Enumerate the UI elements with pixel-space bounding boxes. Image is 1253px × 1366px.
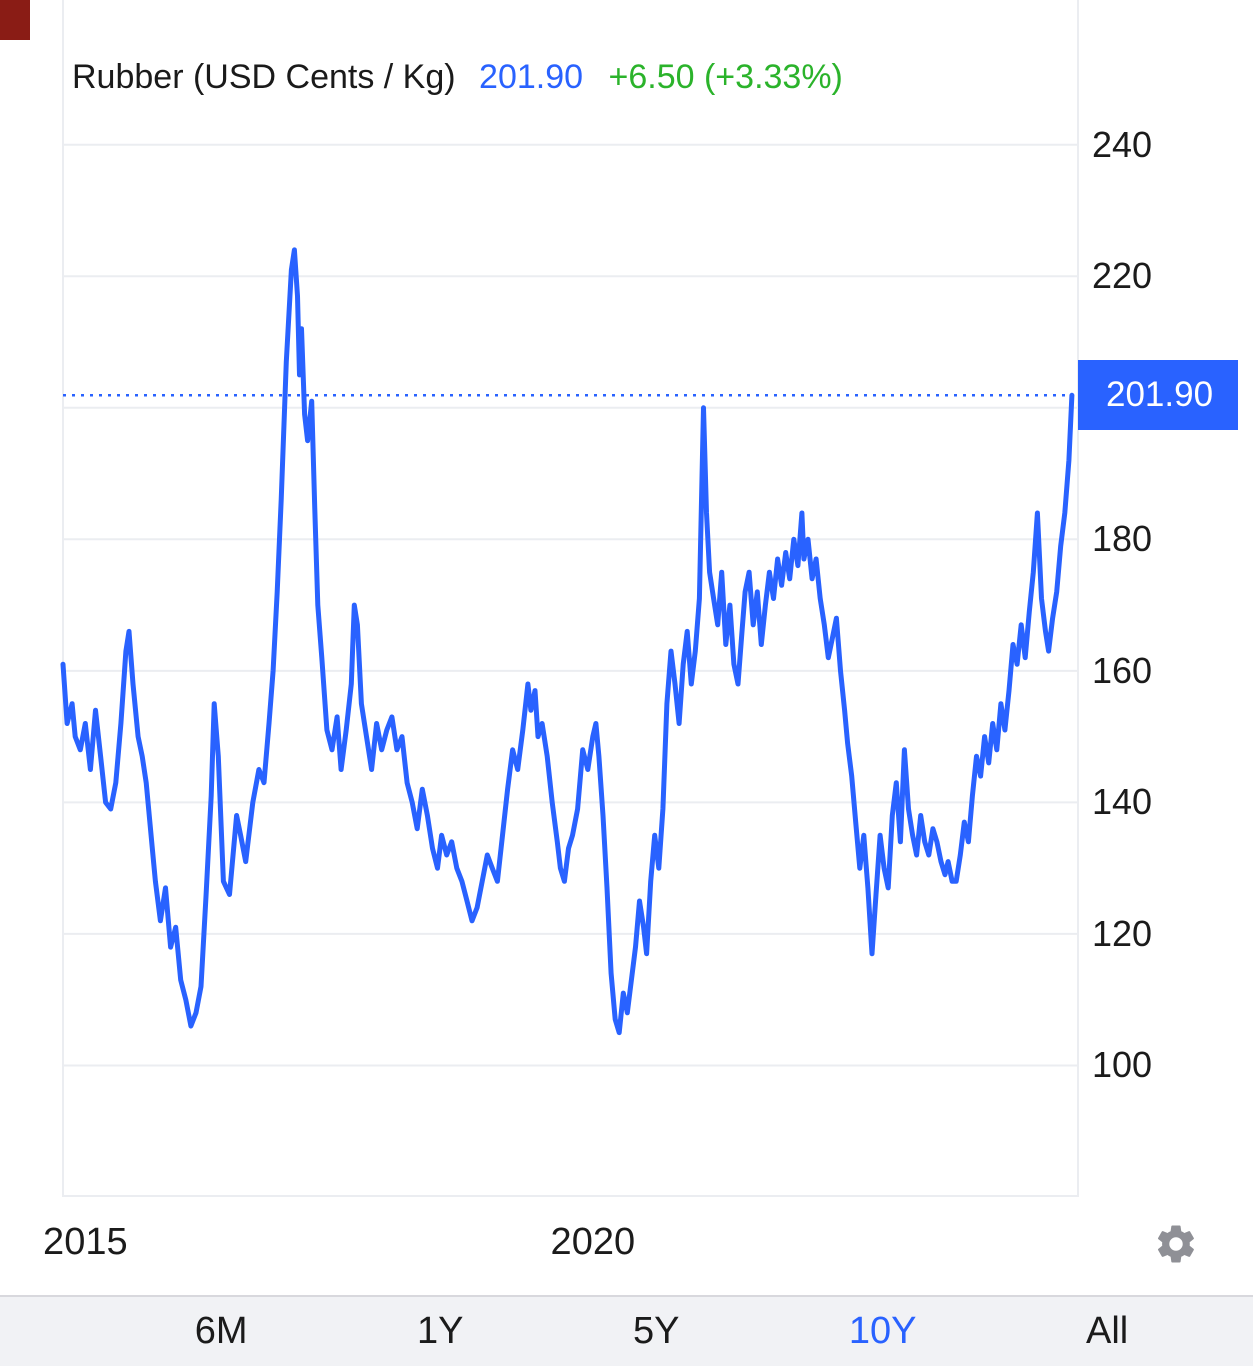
x-axis-label-2020: 2020 [550, 1221, 636, 1263]
y-axis-label-120: 120 [1092, 912, 1153, 954]
range-button-10y[interactable]: 10Y [848, 1310, 917, 1352]
price-chart[interactable]: Rubber (USD Cents / Kg) 201.90 +6.50 (+3… [0, 0, 1253, 1197]
instrument-name: Rubber (USD Cents / Kg) [72, 58, 456, 96]
chart-plot[interactable] [0, 0, 1253, 1197]
y-axis-label-140: 140 [1092, 781, 1153, 823]
y-axis-label-100: 100 [1092, 1044, 1153, 1086]
range-button-1y[interactable]: 1Y [417, 1310, 464, 1352]
y-axis-label-180: 180 [1092, 518, 1153, 560]
range-toolbar: 6M 1Y 5Y 10Y All [0, 1295, 1253, 1366]
y-axis-label-160: 160 [1092, 649, 1153, 691]
last-price: 201.90 [479, 58, 584, 96]
gear-icon[interactable] [1153, 1221, 1199, 1267]
y-axis-label-220: 220 [1092, 255, 1153, 297]
x-axis: 2015 2020 [0, 1197, 1253, 1295]
y-axis-label-240: 240 [1092, 123, 1153, 165]
range-button-6m[interactable]: 6M [194, 1310, 248, 1352]
screen-corner-artifact [0, 0, 30, 40]
current-price-tag: 201.90 [1078, 360, 1238, 431]
range-button-5y[interactable]: 5Y [632, 1310, 680, 1352]
x-axis-label-2015: 2015 [43, 1221, 128, 1263]
price-change: +6.50 (+3.33%) [608, 58, 843, 96]
current-price-tag-value: 201.90 [1106, 375, 1214, 415]
chart-title: Rubber (USD Cents / Kg) 201.90 +6.50 (+3… [72, 58, 843, 97]
price-series-line [60, 247, 1075, 1036]
range-button-all[interactable]: All [1086, 1310, 1129, 1352]
